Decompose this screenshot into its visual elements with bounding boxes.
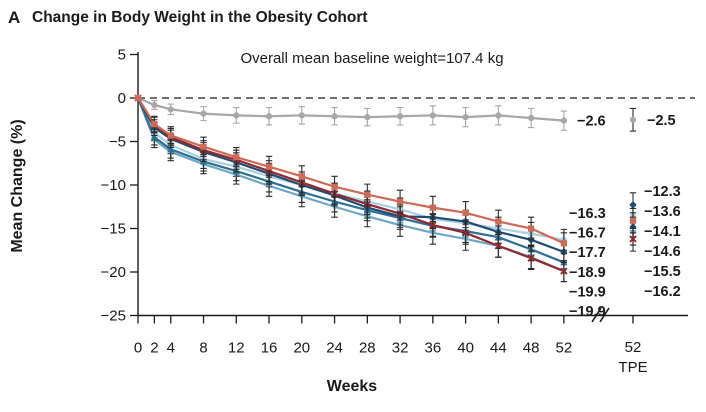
y-tick-label: −5 xyxy=(109,134,126,151)
series-navy-points xyxy=(134,93,637,263)
panel-title: Change in Body Weight in the Obesity Coh… xyxy=(32,9,368,26)
y-tick-label: −15 xyxy=(101,221,126,238)
y-tick-label: 0 xyxy=(118,90,126,107)
x-tick-label: 32 xyxy=(392,340,409,357)
tpe-value-label: −15.5 xyxy=(644,264,681,280)
tpe-value-label: −13.6 xyxy=(644,204,681,220)
x-tick-label: 40 xyxy=(457,340,474,357)
y-tick-label: −25 xyxy=(101,308,126,325)
x-tick-label: 44 xyxy=(490,340,507,357)
x-tick-label: 52 xyxy=(556,340,573,357)
tpe-value-label: −14.1 xyxy=(644,224,681,240)
y-tick-label: −10 xyxy=(101,177,126,194)
week52-value-label: −18.9 xyxy=(569,265,606,281)
tpe-axis-label: TPE xyxy=(618,359,647,376)
x-tick-label: 4 xyxy=(167,340,175,357)
x-tick-label: 20 xyxy=(293,340,310,357)
x-tick-label: 24 xyxy=(326,340,343,357)
x-axis-ticks: 0 2 4 8 12 16 20 24 28 32 36 40 44 48 52 xyxy=(134,315,634,357)
y-axis-ticks: 5 0 −5 −10 −15 −20 −25 xyxy=(101,47,138,325)
x-tick-label: 8 xyxy=(199,340,207,357)
y-tick-label: −20 xyxy=(101,264,126,281)
tpe-week-tick-label: 52 xyxy=(625,339,642,356)
tpe-value-label: −16.2 xyxy=(644,284,681,300)
week52-value-label: −19.9 xyxy=(569,284,606,300)
series-light-blue-points xyxy=(134,94,637,251)
axes xyxy=(137,52,688,323)
x-tick-label: 16 xyxy=(261,340,278,357)
x-tick-label: 0 xyxy=(134,340,142,357)
week52-value-label: −17.7 xyxy=(569,245,606,261)
gray-tpe-value-label: −2.5 xyxy=(647,113,676,129)
y-axis-title: Mean Change (%) xyxy=(9,119,26,252)
gray-week52-value-label: −2.6 xyxy=(577,114,606,130)
x-axis-title: Weeks xyxy=(327,378,378,395)
x-tick-label: 48 xyxy=(523,340,540,357)
week52-value-label: −19.9 xyxy=(569,304,606,320)
plot-area: 50−5−10−15−20−250 2 4 8 12 16 20 24 28 32 36 40 44 48… xyxy=(101,47,695,357)
panel-letter: A xyxy=(8,8,20,27)
y-tick-label: 5 xyxy=(118,47,126,64)
x-tick-label: 2 xyxy=(150,340,158,357)
series-gray-points xyxy=(134,94,637,132)
tpe-value-label: −14.6 xyxy=(644,244,681,260)
x-tick-label: 12 xyxy=(228,340,245,357)
week52-value-label: −16.3 xyxy=(569,206,606,222)
endpoint-labels: −2.6 −2.5 −16.3 −16.7 −17.7 −18.9 −19.9 −19.9 −1… xyxy=(569,113,681,320)
series-salmon-points xyxy=(134,94,637,255)
baseline-weight-annotation: Overall mean baseline weight=107.4 kg xyxy=(240,50,503,67)
x-tick-label: 36 xyxy=(424,340,441,357)
x-tick-label: 28 xyxy=(359,340,376,357)
tpe-value-label: −12.3 xyxy=(644,184,681,200)
week52-value-label: −16.7 xyxy=(569,226,606,242)
